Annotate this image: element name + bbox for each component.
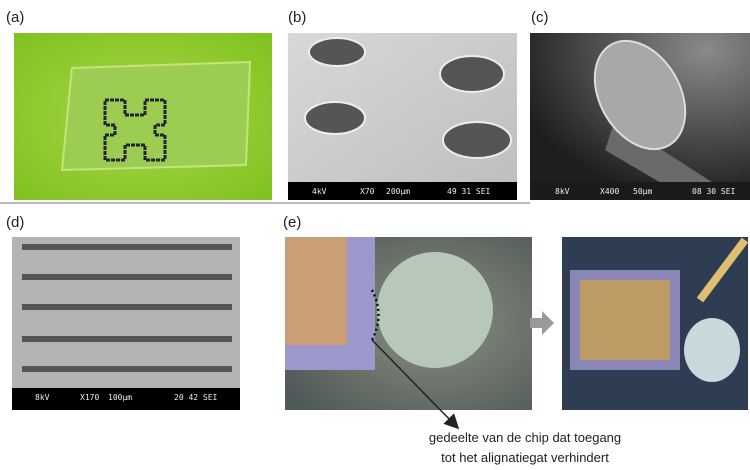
panel-label: (d) bbox=[6, 214, 24, 231]
info-text: 8kV bbox=[555, 187, 570, 196]
info-text: 100μm bbox=[108, 393, 132, 402]
substrate bbox=[62, 62, 250, 170]
info-text: X400 bbox=[600, 187, 619, 196]
figure: (a) (b) 4kV X70 200μm 49 31 SEI (c) 8kV … bbox=[0, 0, 750, 470]
info-text: X170 bbox=[80, 393, 99, 402]
panel-d: (d) 8kV X170 100μm 20 42 SEI bbox=[6, 214, 240, 410]
caption: tot het alignatiegat verhindert bbox=[441, 450, 609, 465]
panel-label: (c) bbox=[531, 9, 549, 26]
hole bbox=[684, 318, 740, 382]
arrow-right bbox=[530, 311, 554, 335]
panel-e: (e) bbox=[283, 214, 748, 425]
info-text: 4kV bbox=[312, 187, 327, 196]
panel-a: (a) bbox=[6, 9, 272, 200]
hole bbox=[377, 252, 493, 368]
caption: gedeelte van de chip dat toegang bbox=[429, 430, 621, 445]
info-text: 49 31 SEI bbox=[447, 187, 491, 196]
panel-c: (c) 8kV X400 50μm 08 30 SEI bbox=[530, 9, 750, 200]
info-text: X70 bbox=[360, 187, 375, 196]
info-text: 50μm bbox=[633, 187, 652, 196]
panel-label: (a) bbox=[6, 9, 24, 26]
info-text: 8kV bbox=[35, 393, 50, 402]
panel-b: (b) 4kV X70 200μm 49 31 SEI bbox=[288, 9, 517, 200]
circuit bbox=[285, 237, 347, 345]
info-text: 08 30 SEI bbox=[692, 187, 736, 196]
info-text: 20 42 SEI bbox=[174, 393, 218, 402]
info-text: 200μm bbox=[386, 187, 410, 196]
panel-label: (b) bbox=[288, 9, 306, 26]
sem-image bbox=[12, 237, 240, 410]
panel-label: (e) bbox=[283, 214, 301, 231]
circuit bbox=[580, 280, 670, 360]
